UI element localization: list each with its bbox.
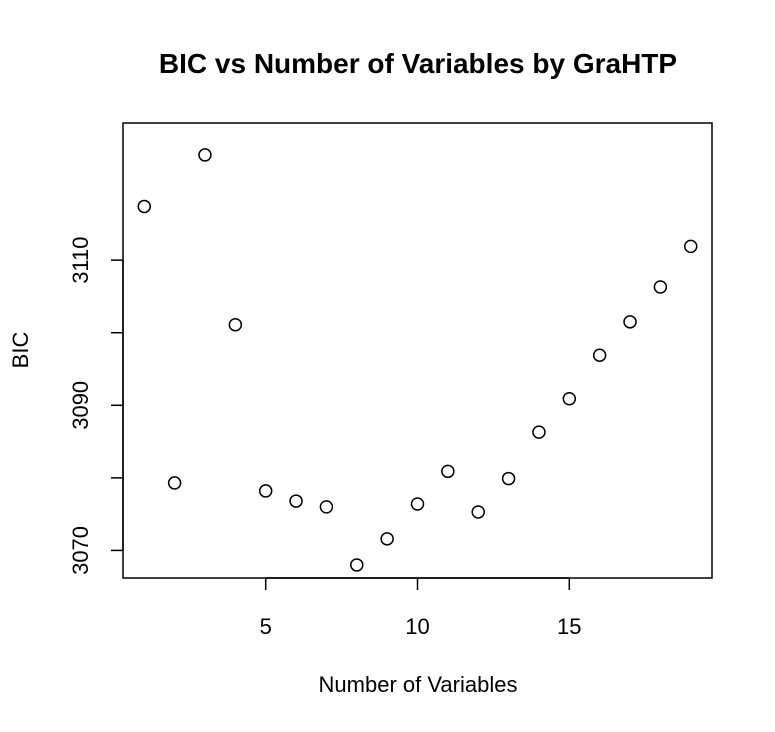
y-axis-label: BIC [8, 332, 33, 369]
data-point-4 [228, 317, 243, 332]
chart-title: BIC vs Number of Variables by GraHTP [159, 48, 677, 79]
data-point-7 [319, 500, 334, 514]
x-axis: 5 10 15 [260, 577, 582, 639]
data-point-10 [410, 497, 425, 511]
data-point-5 [258, 484, 273, 498]
data-point-6 [289, 494, 303, 508]
data-point-19 [683, 239, 698, 254]
x-tick-label-10: 10 [405, 614, 429, 639]
data-point-12 [471, 505, 485, 519]
data-points [137, 148, 698, 572]
data-point-17 [623, 315, 637, 329]
data-point-2 [167, 476, 182, 490]
y-axis: 3070 3090 3110 [68, 236, 124, 575]
data-point-14 [532, 425, 546, 439]
data-point-9 [380, 532, 394, 546]
x-tick-label-5: 5 [260, 614, 272, 639]
data-point-15 [562, 392, 577, 406]
data-point-16 [592, 348, 607, 362]
data-point-13 [501, 471, 516, 486]
y-tick-label-3110: 3110 [68, 236, 93, 283]
data-point-8 [350, 558, 364, 572]
y-tick-label-3070: 3070 [68, 526, 93, 575]
x-tick-label-15: 15 [557, 614, 581, 639]
data-point-1 [137, 199, 152, 214]
data-point-3 [198, 148, 212, 162]
data-point-11 [441, 464, 455, 479]
y-tick-label-3090: 3090 [68, 381, 93, 430]
data-point-18 [653, 280, 668, 294]
x-axis-label: Number of Variables [319, 672, 518, 697]
